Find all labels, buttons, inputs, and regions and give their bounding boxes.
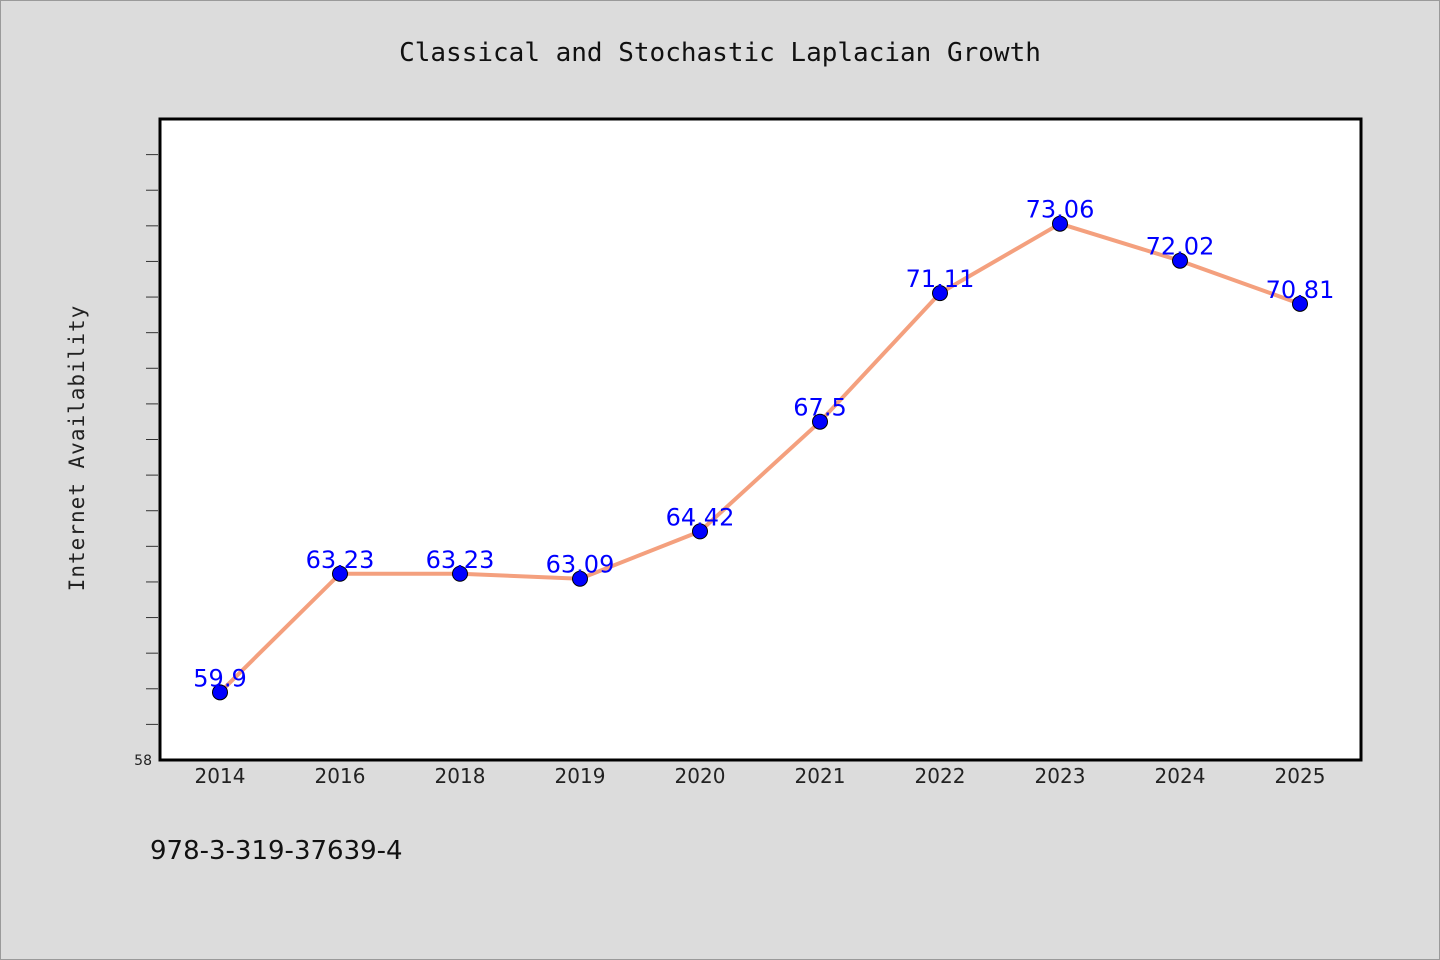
data-label: 59.9 <box>193 664 246 692</box>
plot-area <box>158 117 1363 762</box>
x-tick-label: 2016 <box>315 764 366 788</box>
data-label: 72.02 <box>1146 233 1215 261</box>
data-point <box>1292 295 1308 312</box>
chart-title: Classical and Stochastic Laplacian Growt… <box>399 38 1041 68</box>
data-point <box>692 523 708 540</box>
x-axis-ticks: 2014 2016 2018 2019 2020 2021 2022 2023 2024 2025 <box>195 764 1326 788</box>
x-tick-label: 2014 <box>195 764 246 788</box>
series-line <box>218 221 1301 694</box>
isbn-text: 978-3-319-37639-4 <box>150 836 403 866</box>
data-label: 63.23 <box>426 546 495 574</box>
x-tick-label: 2024 <box>1155 764 1206 788</box>
x-tick-label: 2019 <box>555 764 606 788</box>
x-tick-label: 2025 <box>1275 764 1326 788</box>
data-point <box>1172 252 1188 269</box>
data-label: 67.5 <box>793 394 846 422</box>
y-axis-label: Internet Availability <box>65 305 89 592</box>
x-tick-label: 2023 <box>1035 764 1086 788</box>
data-label: 64.42 <box>666 503 735 531</box>
data-label: 73.06 <box>1026 196 1095 224</box>
x-tick-label: 2020 <box>675 764 726 788</box>
data-point <box>932 285 948 302</box>
x-tick-label: 2022 <box>915 764 966 788</box>
data-label: 63.23 <box>306 546 375 574</box>
x-tick-label: 2018 <box>435 764 486 788</box>
data-point <box>212 684 228 701</box>
data-point <box>572 570 588 587</box>
data-point <box>332 565 348 582</box>
data-labels: 59.9 63.23 63.23 63.09 64.42 67.5 71.11 73.06 72… <box>193 196 1334 693</box>
data-label: 63.09 <box>546 551 615 579</box>
x-tick-label: 2021 <box>795 764 846 788</box>
data-label: 71.11 <box>906 265 975 293</box>
series-markers <box>212 215 1308 701</box>
y-axis-ticks <box>146 154 158 725</box>
data-point <box>812 413 828 430</box>
data-point <box>452 565 468 582</box>
y-tick-label: 58 <box>134 753 152 769</box>
series-line-group <box>218 221 1301 694</box>
data-label: 70.81 <box>1266 276 1335 304</box>
data-point <box>1052 215 1068 232</box>
